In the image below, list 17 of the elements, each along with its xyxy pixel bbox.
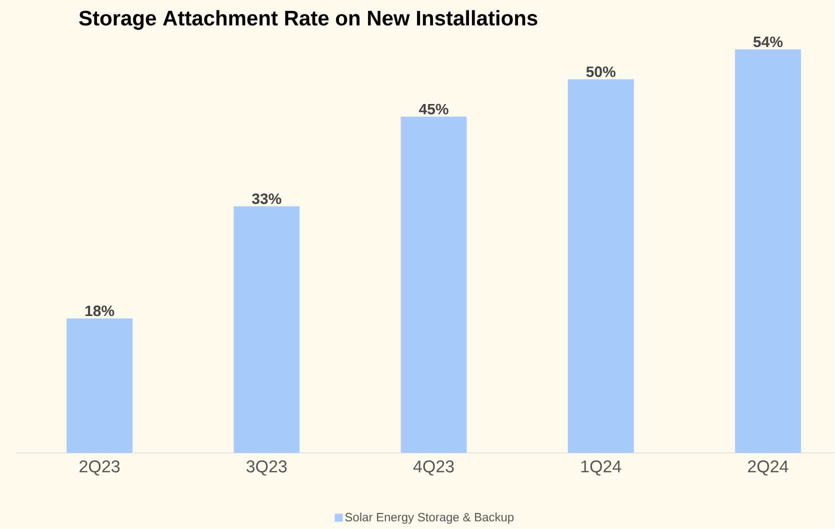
bar	[234, 206, 300, 453]
bar	[568, 79, 634, 453]
bar	[400, 116, 467, 453]
data-label: 50%	[586, 66, 616, 78]
x-tick-label: 2Q24	[748, 460, 788, 476]
x-tick-label: 3Q23	[246, 460, 287, 476]
data-label: 45%	[418, 104, 448, 114]
legend-label: Solar Energy Storage & Backup	[345, 512, 514, 524]
x-tick-label: 4Q23	[413, 460, 454, 476]
chart-title: Storage Attachment Rate on New Installations	[79, 10, 538, 30]
bar	[734, 49, 801, 453]
x-tick-label: 1Q24	[581, 460, 622, 476]
x-tick-label: 2Q23	[80, 460, 120, 476]
bar	[66, 318, 133, 453]
data-label: 54%	[753, 36, 783, 48]
data-label: 18%	[85, 306, 114, 316]
data-label: 33%	[252, 194, 282, 204]
